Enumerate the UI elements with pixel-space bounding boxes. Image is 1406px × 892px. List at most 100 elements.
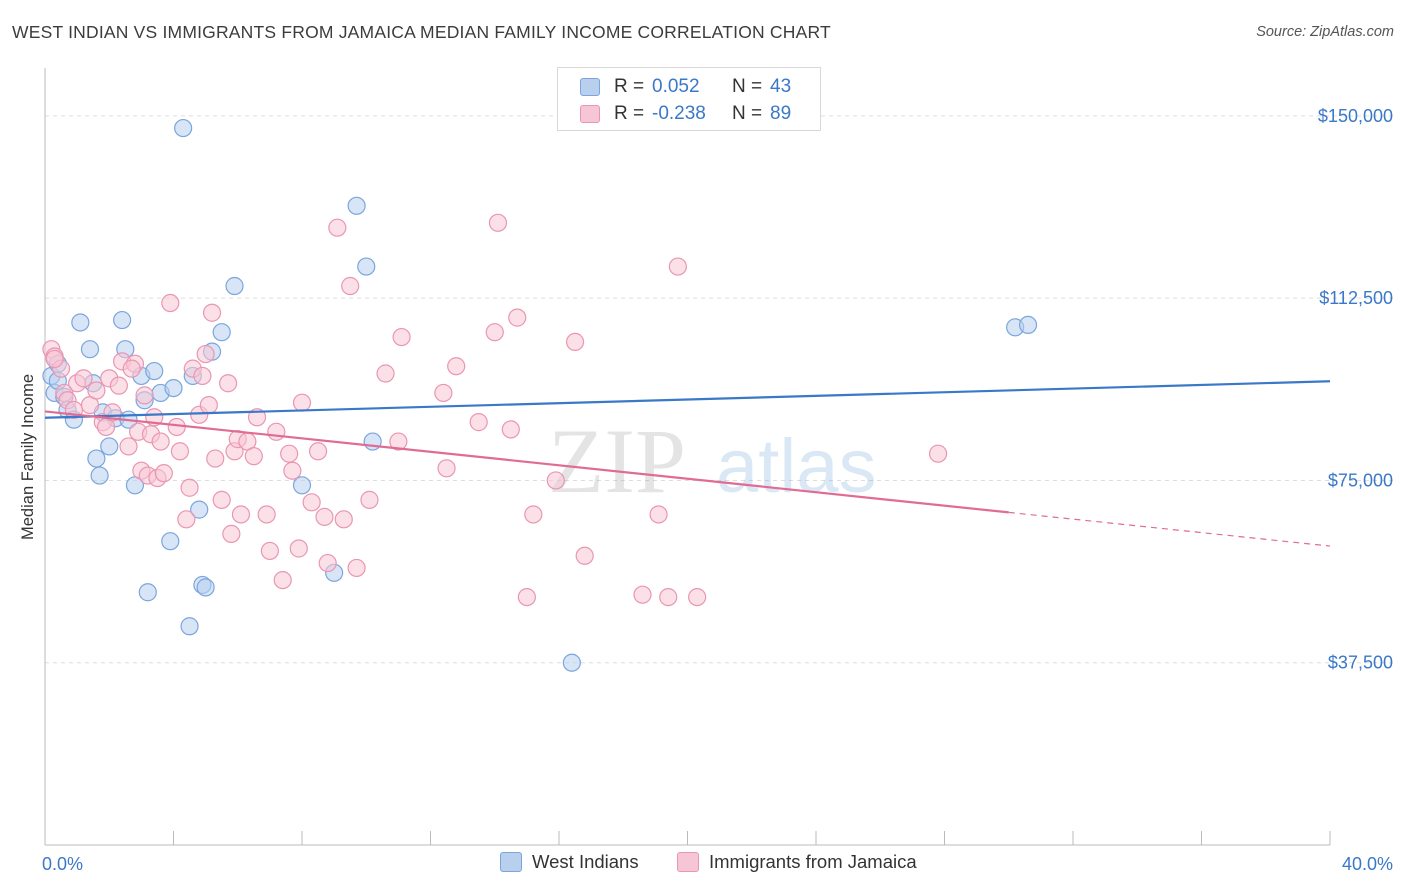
series-jamaica — [42, 213, 948, 607]
data-point — [151, 432, 170, 451]
data-point — [334, 510, 353, 529]
y-tick-label: $150,000 — [1318, 106, 1393, 126]
data-point — [45, 349, 64, 369]
data-point — [74, 369, 93, 388]
data-point — [485, 323, 504, 342]
data-point — [341, 276, 360, 296]
data-point — [517, 588, 536, 607]
series-west-indians — [42, 118, 1038, 672]
data-point — [109, 376, 128, 395]
data-point — [87, 449, 106, 468]
data-point — [347, 558, 366, 578]
data-point — [138, 583, 157, 602]
data-point — [447, 357, 466, 376]
data-point — [283, 461, 302, 480]
data-point — [180, 478, 199, 497]
data-point — [688, 588, 707, 607]
data-point — [292, 476, 312, 495]
data-point — [260, 541, 279, 561]
watermark-zip: ZIP — [548, 410, 686, 512]
legend-label-west-indians: West Indians — [532, 851, 639, 872]
y-tick-label: $75,000 — [1328, 470, 1393, 490]
data-point — [161, 532, 180, 551]
legend-label-jamaica: Immigrants from Jamaica — [709, 851, 917, 872]
data-point — [546, 471, 565, 490]
axes — [44, 68, 1331, 846]
data-point — [308, 442, 328, 461]
legend-row-west-indians: R = 0.052 N = 43 — [580, 74, 791, 100]
legend-row-jamaica: R = -0.238 N = 89 — [580, 101, 791, 127]
data-point — [257, 505, 276, 524]
data-point — [212, 490, 231, 509]
data-point — [302, 493, 321, 512]
data-point — [212, 323, 231, 342]
data-point — [318, 553, 337, 573]
data-point — [231, 505, 251, 524]
data-point — [328, 218, 347, 237]
data-point — [154, 464, 173, 483]
data-point — [71, 313, 90, 332]
legend-n-value: 89 — [770, 103, 792, 124]
data-point — [565, 332, 585, 352]
data-point — [119, 437, 138, 456]
data-point — [222, 524, 241, 544]
legend-n-value: 43 — [770, 76, 792, 97]
data-point — [280, 444, 299, 463]
data-point — [225, 276, 244, 296]
data-point — [145, 361, 164, 381]
watermark: ZIP atlas — [548, 410, 877, 512]
data-point — [928, 444, 948, 463]
legend-r-value: -0.238 — [652, 103, 706, 124]
data-point — [501, 420, 520, 439]
legend-item-jamaica[interactable]: Immigrants from Jamaica — [677, 851, 917, 873]
data-point — [177, 510, 196, 529]
series-legend: West Indians Immigrants from Jamaica — [0, 851, 1406, 877]
data-point — [392, 327, 411, 347]
y-axis-label: Median Family Income — [19, 374, 37, 540]
y-tick-label: $37,500 — [1328, 653, 1393, 673]
data-point — [357, 257, 376, 276]
grid-lines — [45, 115, 1396, 664]
data-point — [668, 257, 687, 276]
jamaica-trend-line — [44, 410, 1009, 514]
data-point — [122, 359, 141, 378]
data-point — [80, 340, 100, 359]
data-point — [100, 437, 119, 456]
data-point — [174, 118, 193, 138]
y-tick-labels: $37,500 $75,000 $112,500 $150,000 — [1318, 106, 1393, 673]
data-point — [363, 432, 382, 451]
data-point — [180, 617, 199, 636]
data-point — [633, 585, 652, 604]
trend-lines — [44, 380, 1331, 547]
x-tick-label: 40.0% — [1342, 854, 1393, 874]
data-point — [267, 422, 286, 441]
legend-item-west-indians[interactable]: West Indians — [500, 851, 639, 873]
data-point — [247, 408, 267, 427]
data-point — [199, 396, 218, 415]
data-point — [112, 310, 132, 330]
x-tick-label: 0.0% — [42, 854, 83, 874]
y-tick-label: $112,500 — [1319, 288, 1393, 308]
data-point — [196, 344, 215, 364]
data-point — [193, 366, 212, 386]
legend-n-label: N = — [732, 103, 763, 124]
data-point — [167, 417, 186, 437]
data-point — [161, 293, 180, 313]
data-point — [292, 393, 312, 412]
data-point — [87, 381, 106, 400]
data-point — [1018, 315, 1038, 334]
chart-title: WEST INDIAN VS IMMIGRANTS FROM JAMAICA M… — [12, 22, 831, 42]
data-point — [562, 653, 581, 672]
data-point — [376, 364, 395, 383]
data-point — [315, 507, 334, 526]
legend-swatch-blue — [580, 78, 600, 96]
legend-n-label: N = — [732, 76, 763, 97]
correlation-legend: R = 0.052 N = 43 R = -0.238 N = 89 — [557, 67, 821, 131]
data-point — [219, 374, 238, 393]
data-point — [469, 413, 488, 432]
data-point — [659, 588, 678, 607]
legend-r-label: R = — [614, 103, 645, 124]
west-indians-trend-line — [44, 380, 1331, 419]
data-point — [135, 386, 154, 405]
